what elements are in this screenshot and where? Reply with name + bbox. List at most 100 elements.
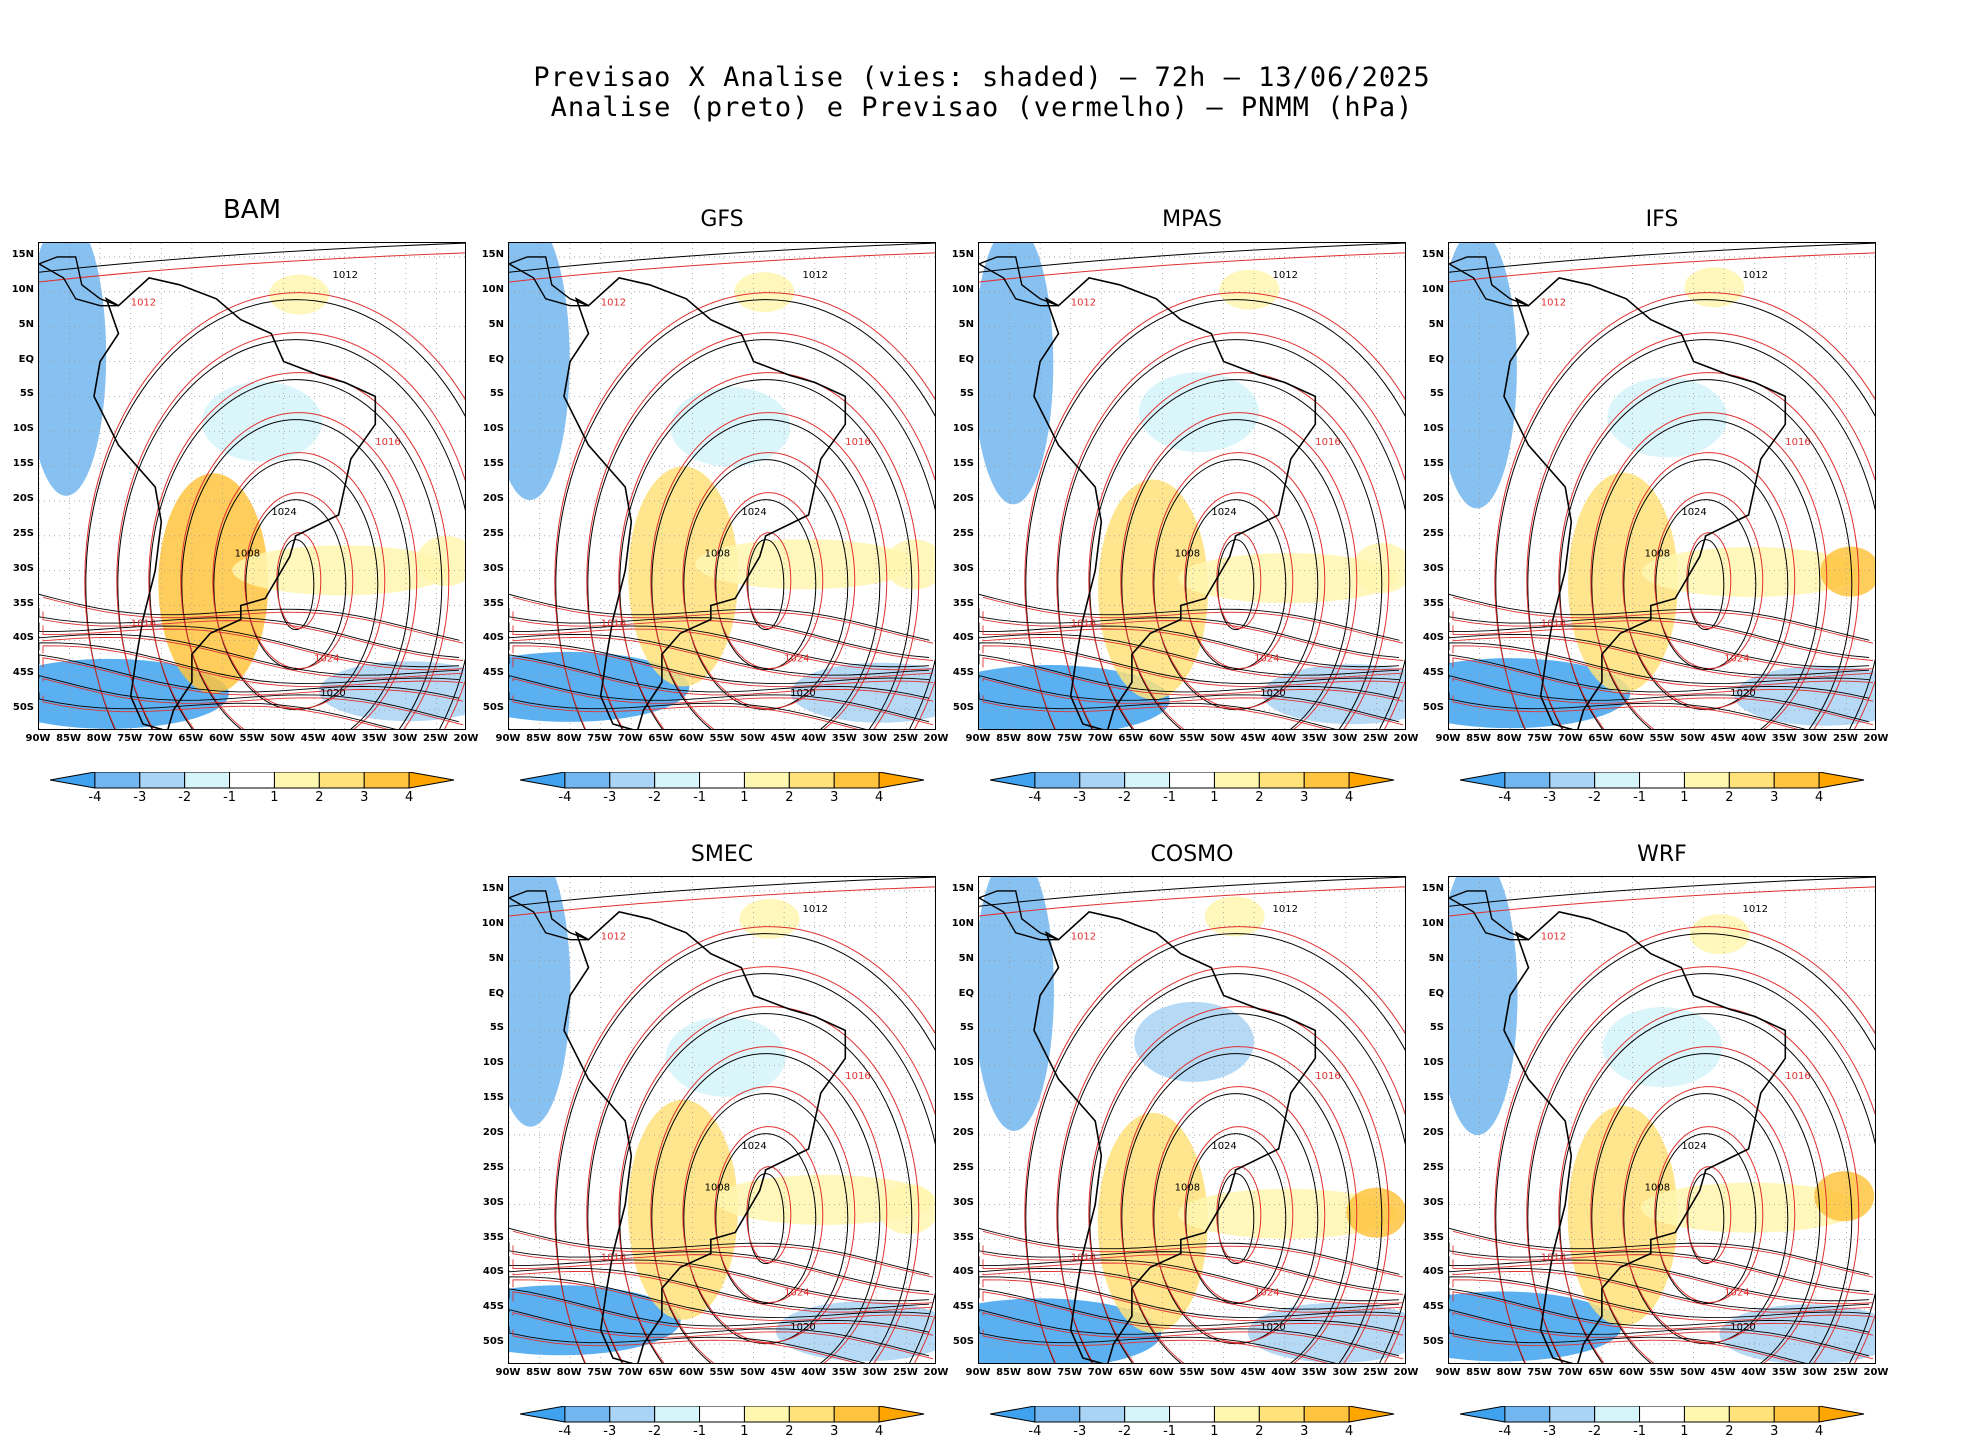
analysis-isobar bbox=[1449, 1256, 1870, 1302]
forecast-isobar bbox=[1452, 1279, 1874, 1321]
forecast-isobar bbox=[42, 596, 464, 644]
forecast-isobar bbox=[1590, 1046, 1828, 1363]
forecast-isobar bbox=[512, 1279, 934, 1321]
analysis-isobar bbox=[509, 877, 935, 907]
map-panel: 1012 1012 1024 1024 1020 1016 1008 1016 bbox=[978, 242, 1406, 730]
forecast-isobar bbox=[1686, 532, 1732, 630]
colorbar-label: 1 bbox=[1210, 1424, 1219, 1439]
latitude-tick-label: 5S bbox=[1429, 388, 1444, 400]
isobar-label: 1012 bbox=[1272, 270, 1297, 281]
analysis-isobar bbox=[509, 654, 930, 699]
forecast-isobar bbox=[512, 1230, 934, 1278]
south-america-coastline bbox=[563, 911, 847, 1363]
longitude-tick-label: 50W bbox=[1680, 1367, 1706, 1378]
latitude-tick-label: EQ bbox=[1428, 987, 1444, 999]
south-america-coastline bbox=[1033, 911, 1317, 1363]
analysis-isobar bbox=[1449, 654, 1870, 699]
colorbar-segment bbox=[1639, 1405, 1685, 1423]
forecast-isobar bbox=[42, 611, 464, 661]
analysis-isobar bbox=[1591, 1053, 1821, 1363]
analysis-isobar bbox=[979, 877, 1405, 907]
colorbar-segment bbox=[609, 1405, 656, 1423]
bias-shading bbox=[695, 539, 916, 590]
colorbar-label: -2 bbox=[178, 790, 192, 805]
longitude-tick-label: 70W bbox=[1557, 1367, 1583, 1378]
latitude-tick-label: 45S bbox=[482, 1301, 504, 1313]
analysis-isobar bbox=[979, 692, 1337, 729]
isobar-label: 1012 bbox=[601, 298, 626, 309]
longitude-tick-label: 55W bbox=[1179, 733, 1205, 744]
colorbar-segment bbox=[654, 1405, 701, 1423]
analysis-isobar bbox=[1449, 633, 1870, 676]
latitude-tick-label: 40S bbox=[952, 632, 974, 644]
isobar-label: 1020 bbox=[1730, 688, 1755, 699]
latitude-tick-label: 15N bbox=[951, 248, 974, 260]
latitude-tick-label: EQ bbox=[1428, 353, 1444, 365]
forecast-isobar bbox=[1558, 1006, 1860, 1363]
forecast-isobar bbox=[512, 596, 934, 644]
colorbar-label: 3 bbox=[360, 790, 369, 805]
isobar-label: 1008 bbox=[235, 549, 260, 560]
forecast-isobar bbox=[1120, 412, 1358, 729]
colorbar-label: 2 bbox=[1255, 790, 1264, 805]
longitude-tick-label: 80W bbox=[556, 733, 582, 744]
colorbar-segment bbox=[519, 1405, 566, 1423]
colorbar-segment bbox=[1818, 771, 1865, 789]
longitude-tick-label: 90W bbox=[495, 733, 521, 744]
latitude-tick-label: 35S bbox=[12, 597, 34, 609]
longitude-tick-label: 20W bbox=[1393, 733, 1419, 744]
analysis-isobar bbox=[509, 1288, 930, 1333]
colorbar-label: 1 bbox=[740, 1424, 749, 1439]
south-america-coastline bbox=[563, 277, 847, 729]
forecast-isobar bbox=[982, 1245, 1404, 1295]
colorbar-segment bbox=[1594, 771, 1641, 789]
bias-shading bbox=[269, 274, 330, 315]
forecast-isobar bbox=[554, 292, 935, 729]
forecast-isobar bbox=[1152, 452, 1326, 710]
colorbar-segment bbox=[94, 771, 141, 789]
longitude-tick-label: 50W bbox=[1210, 733, 1236, 744]
longitude-tick-label: 70W bbox=[1557, 733, 1583, 744]
longitude-tick-label: 65W bbox=[178, 733, 204, 744]
bias-shading bbox=[509, 243, 570, 501]
analysis-isobar bbox=[509, 243, 935, 273]
longitude-tick-label: 35W bbox=[831, 1367, 857, 1378]
longitude-tick-label: 20W bbox=[453, 733, 479, 744]
colorbar-label: 1 bbox=[270, 790, 279, 805]
bias-shading bbox=[979, 877, 1054, 1131]
bias-shading bbox=[1134, 1001, 1255, 1082]
forecast-isobar bbox=[1024, 292, 1405, 729]
longitude-tick-label: 60W bbox=[1618, 733, 1644, 744]
longitude-tick-label: 30W bbox=[1332, 1367, 1358, 1378]
analysis-isobar bbox=[1025, 299, 1405, 729]
forecast-isobar bbox=[1526, 332, 1875, 729]
latitude-tick-label: 10N bbox=[481, 283, 504, 295]
latitude-tick-label: 25S bbox=[952, 1161, 974, 1173]
isobar-label: 1012 bbox=[332, 270, 357, 281]
forecast-isobar bbox=[982, 625, 1404, 671]
analysis-isobar bbox=[1449, 877, 1875, 907]
isobar-label: 1024 bbox=[1254, 1287, 1279, 1298]
analysis-isobar bbox=[1449, 1288, 1870, 1333]
analysis-isobar bbox=[149, 379, 443, 729]
isobar-label: 1016 bbox=[1541, 618, 1566, 629]
longitude-tick-label: 80W bbox=[86, 733, 112, 744]
colorbar-segment bbox=[654, 771, 701, 789]
bias-shading bbox=[1449, 243, 1517, 509]
latitude-tick-label: 40S bbox=[1422, 1266, 1444, 1278]
bias-shading bbox=[1607, 377, 1728, 458]
forecast-isobar bbox=[979, 252, 1405, 283]
latitude-tick-label: 15S bbox=[952, 458, 974, 470]
analysis-isobar bbox=[979, 1256, 1400, 1302]
analysis-isobar bbox=[1591, 419, 1821, 729]
bias-shading bbox=[1684, 267, 1745, 308]
bias-shading bbox=[1177, 1188, 1398, 1239]
latitude-tick-label: 25S bbox=[482, 527, 504, 539]
analysis-isobar bbox=[509, 675, 930, 723]
map-panel: 1012 1012 1024 1024 1020 1016 1008 1016 bbox=[1448, 242, 1876, 730]
bias-shading bbox=[1178, 553, 1399, 604]
forecast-isobar bbox=[1622, 452, 1796, 710]
colorbar-segment bbox=[1034, 1405, 1081, 1423]
colorbar-label: 3 bbox=[1770, 790, 1779, 805]
forecast-isobar bbox=[1452, 1311, 1874, 1360]
